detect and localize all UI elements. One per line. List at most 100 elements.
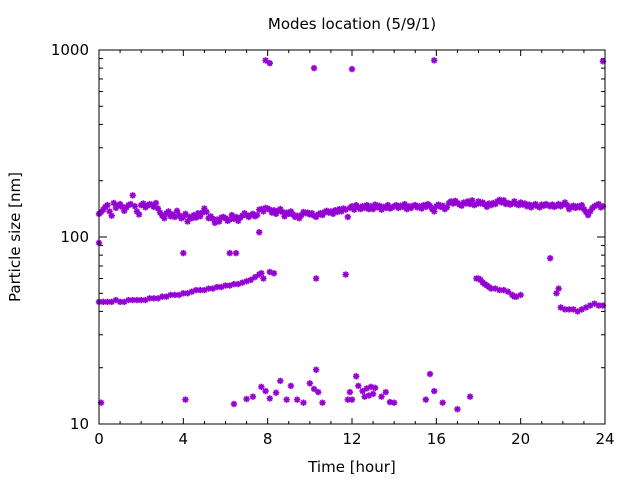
data-point — [342, 271, 349, 278]
data-point — [262, 57, 269, 64]
data-point — [180, 290, 187, 297]
data-point — [371, 384, 379, 392]
data-point — [555, 285, 562, 292]
data-point — [137, 296, 145, 304]
data-point — [213, 283, 221, 291]
data-point — [266, 395, 273, 402]
data-point — [344, 396, 351, 403]
data-point — [306, 380, 314, 387]
data-point — [277, 205, 284, 213]
data-point — [431, 57, 438, 64]
data-point — [226, 249, 233, 257]
data-point — [266, 59, 273, 67]
data-point — [298, 211, 305, 219]
data-point — [270, 270, 278, 277]
data-point — [161, 215, 168, 222]
data-point — [251, 273, 259, 281]
data-point — [565, 306, 573, 313]
x-tick-label: 16 — [427, 430, 446, 448]
x-tick-label: 20 — [511, 430, 530, 448]
plot-frame — [98, 49, 606, 425]
data-point — [287, 382, 295, 390]
data-point — [595, 302, 602, 309]
data-point — [346, 388, 354, 396]
data-point — [165, 208, 172, 215]
data-point — [319, 211, 326, 219]
data-point — [234, 217, 242, 225]
data-point — [382, 388, 389, 396]
data-point — [243, 395, 250, 403]
data-point — [97, 399, 105, 406]
data-point — [131, 203, 139, 210]
data-point — [230, 280, 238, 288]
data-point — [319, 399, 326, 406]
data-point — [312, 366, 320, 373]
data-point — [312, 275, 320, 282]
data-point — [133, 296, 141, 304]
data-point — [378, 393, 385, 400]
data-point — [154, 205, 162, 212]
data-point — [431, 208, 438, 215]
data-point — [222, 282, 229, 289]
data-point — [108, 212, 115, 219]
data-point — [587, 208, 594, 215]
data-point — [422, 396, 429, 403]
data-point — [310, 64, 318, 72]
data-point — [500, 286, 507, 294]
y-tick-label: 100 — [60, 228, 89, 246]
data-point — [171, 213, 179, 221]
axis-ticks: 0 4 8 12 16 20 24 10 100 1000 — [51, 41, 615, 448]
data-point — [293, 396, 301, 403]
data-point — [258, 383, 265, 391]
data-point — [262, 387, 269, 395]
data-point — [277, 377, 284, 385]
data-point — [182, 396, 189, 403]
data-point — [180, 249, 187, 257]
data-point — [260, 275, 267, 282]
x-axis-label: Time [hour] — [307, 458, 396, 476]
chart-title: Modes location (5/9/1) — [268, 15, 436, 33]
data-point — [249, 393, 257, 400]
data-point — [230, 400, 238, 408]
data-point — [272, 389, 280, 396]
data-point — [203, 208, 210, 216]
x-tick-label: 8 — [263, 430, 273, 448]
x-tick-label: 24 — [595, 430, 614, 448]
data-point — [431, 387, 438, 395]
data-point — [159, 293, 166, 300]
data-point — [152, 199, 160, 207]
data-point — [344, 213, 351, 221]
data-point — [454, 405, 461, 413]
data-point — [468, 197, 476, 204]
data-point — [283, 396, 290, 403]
x-tick-label: 0 — [94, 430, 104, 448]
data-point — [104, 298, 111, 306]
data-point — [315, 388, 322, 396]
data-point — [426, 202, 434, 209]
data-point — [135, 211, 143, 218]
data-point — [426, 370, 434, 378]
data-point — [546, 255, 554, 262]
data-point — [112, 296, 120, 304]
data-point — [553, 290, 560, 297]
y-axis-label: Particle size [nm] — [6, 172, 24, 302]
data-point — [348, 396, 356, 403]
data-point — [355, 382, 362, 390]
x-tick-label: 4 — [179, 430, 189, 448]
data-point — [443, 204, 451, 211]
data-point — [300, 399, 307, 406]
data-point — [258, 270, 265, 277]
data-point — [359, 387, 366, 395]
data-point — [578, 306, 586, 313]
data-point — [104, 201, 111, 209]
data-point — [129, 192, 136, 199]
data-point — [599, 203, 607, 210]
data-point — [184, 218, 191, 225]
data-point — [110, 199, 117, 207]
data-points — [95, 57, 607, 413]
data-point — [256, 229, 263, 236]
data-point — [253, 211, 261, 219]
x-tick-label: 12 — [342, 430, 361, 448]
data-point — [353, 373, 360, 380]
